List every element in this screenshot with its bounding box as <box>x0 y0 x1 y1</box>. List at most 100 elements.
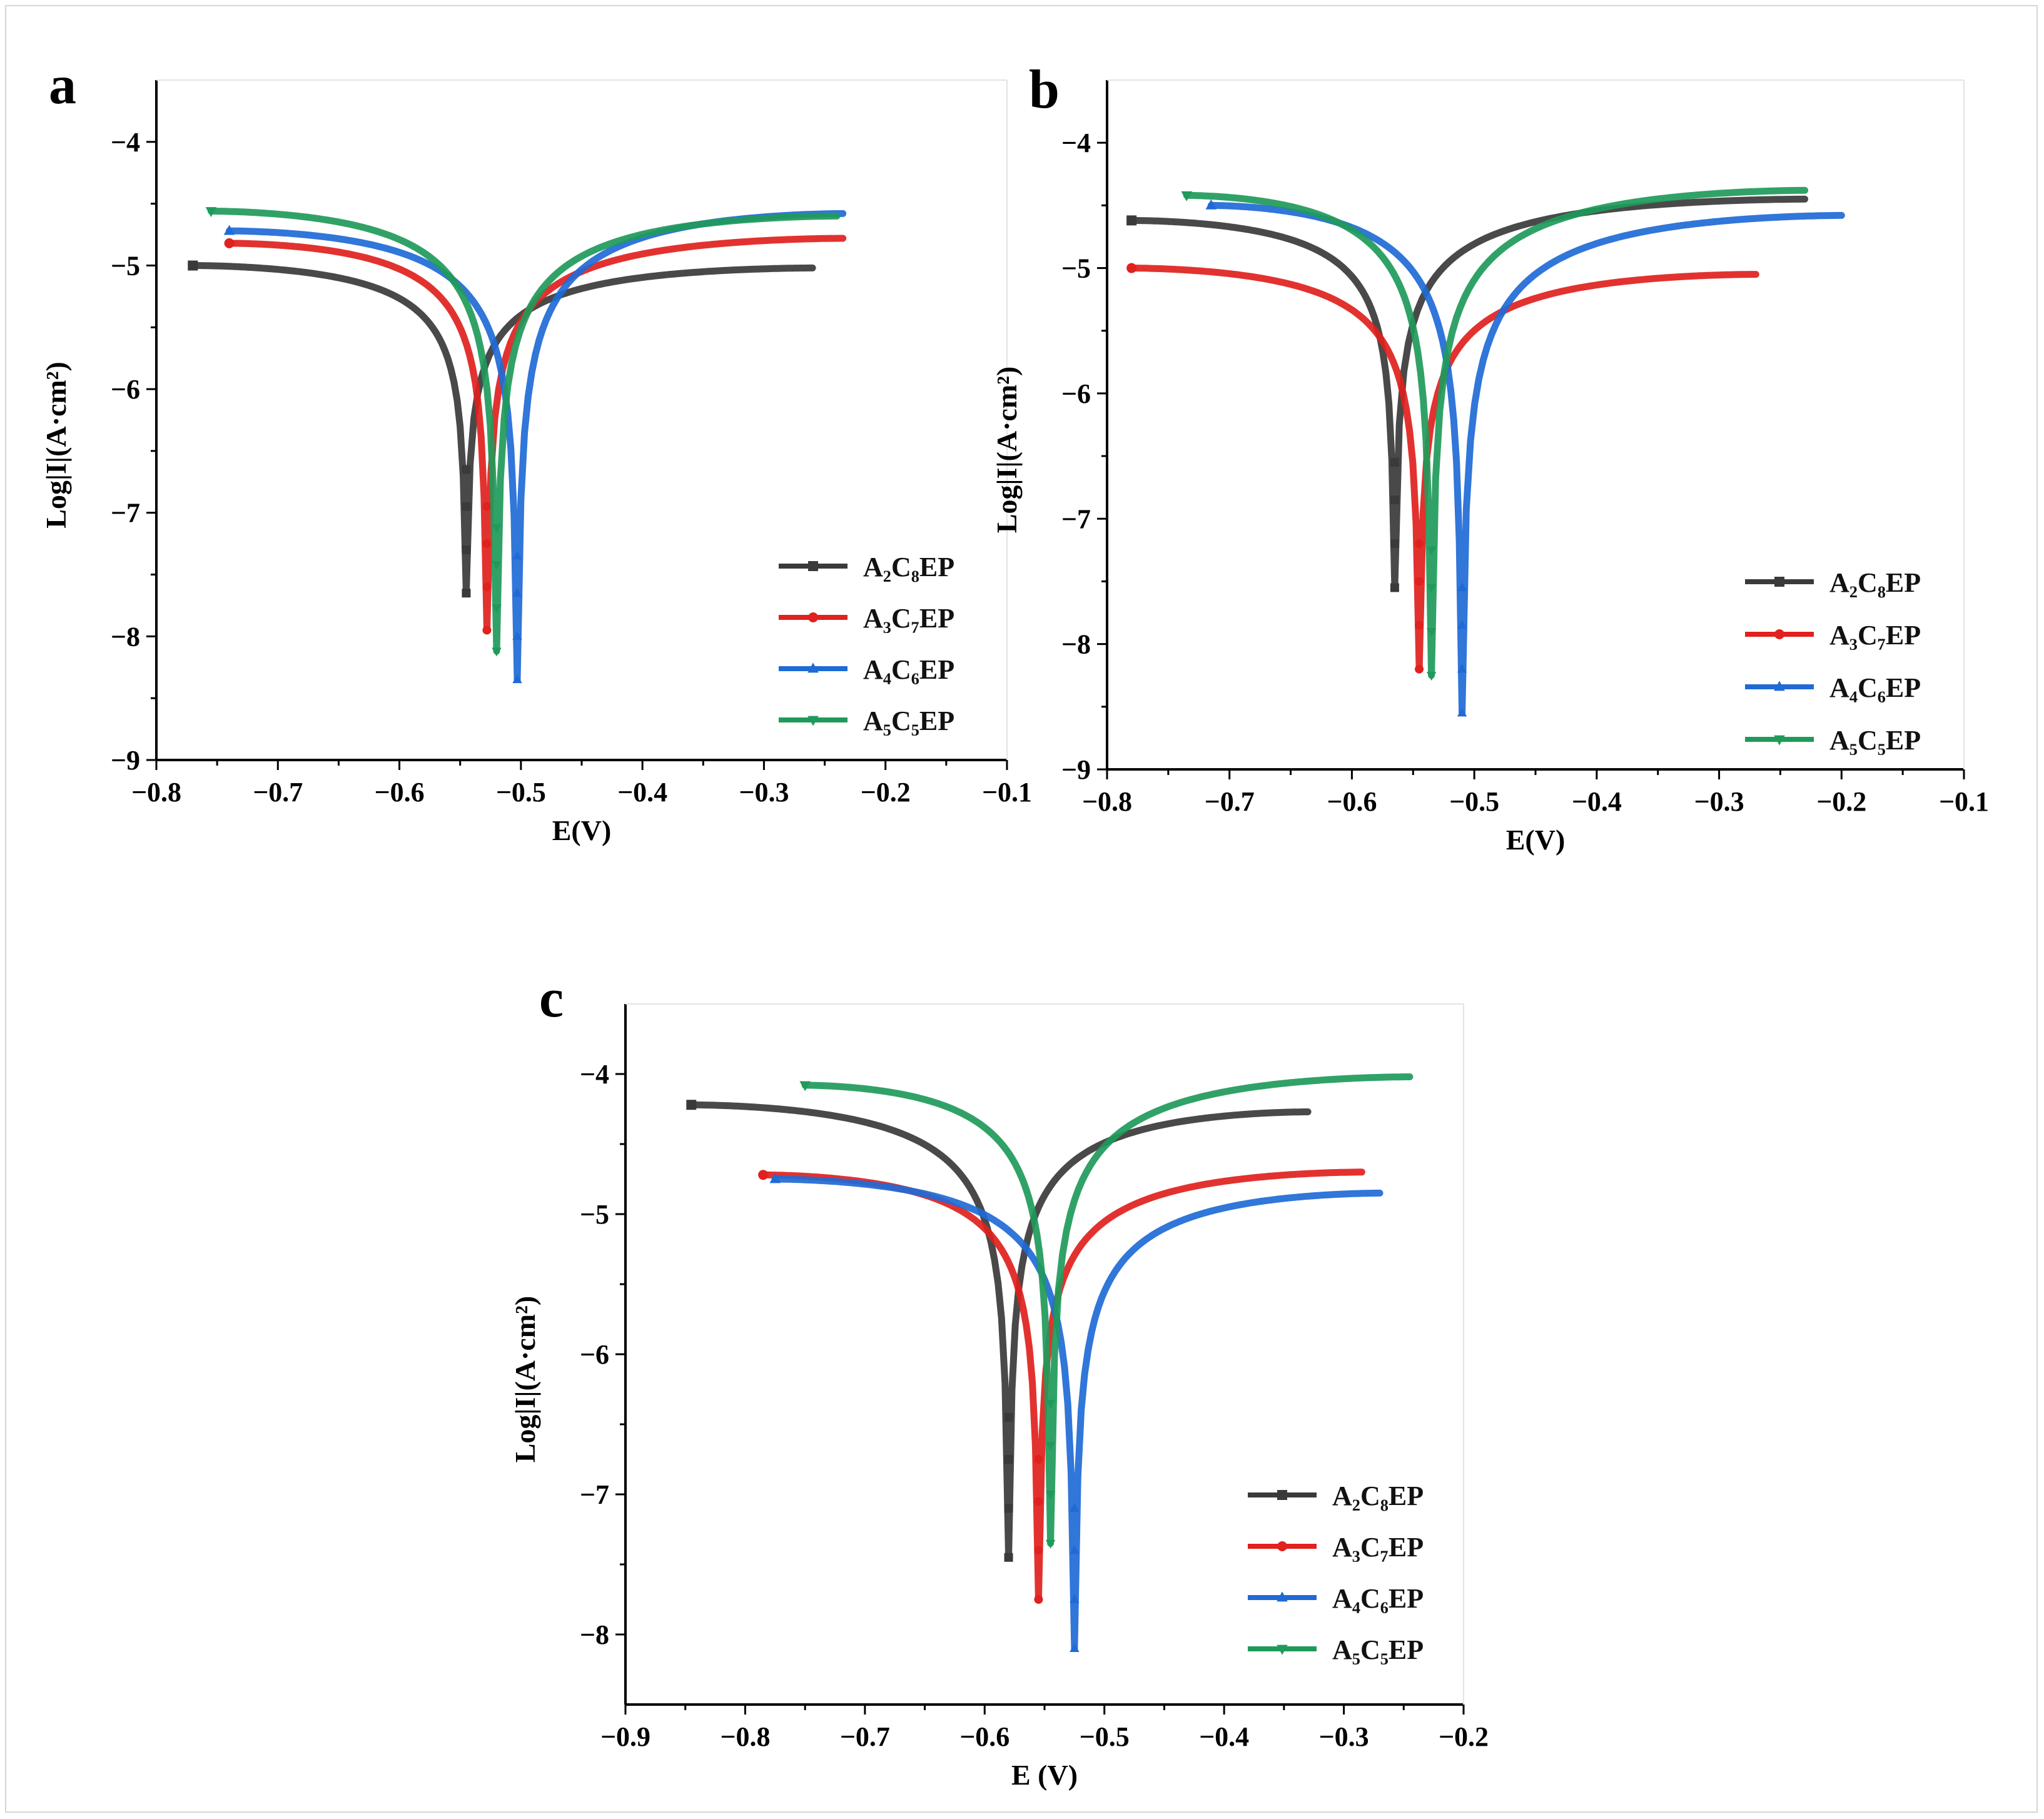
series-marker-3 <box>1070 1545 1080 1554</box>
series-marker-4 <box>1045 1491 1056 1500</box>
series-marker-2 <box>1415 539 1424 549</box>
panel-letter-b: b <box>1029 59 1060 120</box>
series-marker-3 <box>512 631 522 640</box>
legend-label: A₄C₆EP <box>863 654 954 685</box>
series-marker-4 <box>1181 191 1193 201</box>
panel-letter-a: a <box>49 55 76 116</box>
series-marker-2 <box>1034 1595 1043 1604</box>
series-marker-1 <box>1126 215 1137 226</box>
series-marker-2 <box>482 626 492 635</box>
series-marker-4 <box>1426 546 1437 555</box>
plot-area <box>188 207 847 684</box>
series-line-3 <box>226 210 847 683</box>
series-marker-2 <box>1034 1455 1043 1464</box>
x-tick-label: −0.2 <box>861 777 911 808</box>
legend-label: A₄C₆EP <box>1332 1583 1424 1614</box>
legend-marker <box>1277 1541 1287 1551</box>
x-tick-label: −0.3 <box>739 777 789 808</box>
x-tick-label: −0.6 <box>959 1721 1009 1752</box>
series-marker-4 <box>492 561 502 570</box>
legend-marker <box>807 716 819 726</box>
series-marker-1 <box>462 589 471 598</box>
series-marker-4 <box>492 604 502 614</box>
y-tick-label: −9 <box>111 745 140 776</box>
x-tick-label: −0.1 <box>982 777 1032 808</box>
series-marker-2 <box>1126 263 1137 273</box>
y-tick-label: −5 <box>111 250 140 281</box>
series-line-4 <box>801 1073 1414 1547</box>
series-marker-1 <box>188 260 198 271</box>
series-marker-3 <box>223 225 235 235</box>
legend-marker <box>807 662 819 673</box>
chart-panel-c: c −0.9 −0.8 −0.7 −0.6 −0.5 −0.4 −0.3 −0.2 −8 −7 −6 −… <box>509 968 1489 1791</box>
legend-label: A₃C₇EP <box>863 603 954 634</box>
series-marker-4 <box>205 207 217 218</box>
series-marker-3 <box>1457 664 1467 673</box>
series-line-4 <box>1183 186 1809 679</box>
legend-marker <box>1774 681 1785 691</box>
legend-marker <box>1774 577 1784 587</box>
series-marker-2 <box>1415 577 1424 586</box>
legend-label: A₂C₈EP <box>1829 567 1921 598</box>
legend-label: A₃C₇EP <box>1829 620 1921 651</box>
series-marker-3 <box>1457 707 1467 717</box>
y-tick-label: −6 <box>111 374 140 405</box>
series-marker-2 <box>1415 621 1424 630</box>
series-marker-3 <box>512 674 522 684</box>
x-tick-label: −0.2 <box>1439 1721 1489 1752</box>
series-marker-4 <box>1426 672 1437 681</box>
series-marker-1 <box>1390 583 1399 592</box>
x-axis-title: E(V) <box>1506 824 1566 856</box>
series-marker-2 <box>224 238 235 248</box>
series-marker-1 <box>1004 1412 1013 1422</box>
series-marker-2 <box>758 1170 769 1180</box>
x-tick-label: −0.5 <box>1449 786 1499 817</box>
legend-marker <box>1277 1644 1288 1655</box>
series-marker-1 <box>686 1100 697 1110</box>
series-marker-3 <box>1070 1594 1080 1603</box>
y-tick-label: −8 <box>1061 629 1091 660</box>
x-tick-label: −0.3 <box>1694 786 1744 817</box>
x-tick-label: −0.3 <box>1319 1721 1369 1752</box>
x-tick-label: −0.1 <box>1939 786 1989 817</box>
series-marker-4 <box>1045 1399 1056 1409</box>
series-marker-2 <box>1034 1497 1043 1506</box>
legend-marker <box>1774 629 1784 639</box>
x-axis-title: E (V) <box>1011 1759 1078 1791</box>
x-tick-label: −0.8 <box>720 1721 770 1752</box>
y-axis-title: Log|I|(A·cm²) <box>991 367 1023 534</box>
legend-label: A₅C₅EP <box>1332 1634 1424 1665</box>
legend-marker <box>808 612 818 622</box>
series-marker-4 <box>1426 628 1437 637</box>
panel-letter-c: c <box>539 968 564 1029</box>
series-marker-3 <box>1457 620 1467 629</box>
series-marker-3 <box>512 587 522 597</box>
legend-marker <box>1277 1490 1287 1500</box>
y-tick-label: −7 <box>1061 504 1091 534</box>
series-marker-3 <box>769 1173 781 1183</box>
series-marker-2 <box>482 582 492 592</box>
chart-panel-a: a −0.8 −0.7 −0.6 −0.5 −0.4 −0.3 −0.2 −0.1 −9 −8 −7 −… <box>40 55 1032 846</box>
x-tick-label: −0.9 <box>600 1721 650 1752</box>
chart-panel-b: b −0.8 −0.7 −0.6 −0.5 −0.4 −0.3 −0.2 −0.1 −9 −8 −7 −… <box>991 59 1989 856</box>
x-tick-label: −0.6 <box>375 777 425 808</box>
y-tick-label: −5 <box>1061 253 1091 284</box>
legend-label: A₂C₈EP <box>863 552 954 582</box>
x-tick-label: −0.2 <box>1816 786 1866 817</box>
series-marker-4 <box>799 1081 811 1092</box>
y-tick-label: −4 <box>1061 128 1091 158</box>
legend-marker <box>1774 735 1785 746</box>
series-marker-2 <box>482 539 492 549</box>
series-marker-1 <box>1004 1504 1013 1513</box>
y-tick-label: −8 <box>111 621 140 652</box>
series-marker-3 <box>512 550 522 560</box>
series-marker-2 <box>1415 664 1424 674</box>
y-tick-label: −7 <box>111 498 140 529</box>
series-marker-1 <box>1390 539 1399 549</box>
y-tick-label: −4 <box>111 127 140 158</box>
y-tick-label: −4 <box>580 1059 609 1090</box>
series-marker-1 <box>462 545 471 555</box>
y-tick-label: −6 <box>1061 378 1091 409</box>
series-marker-3 <box>1070 1503 1080 1512</box>
